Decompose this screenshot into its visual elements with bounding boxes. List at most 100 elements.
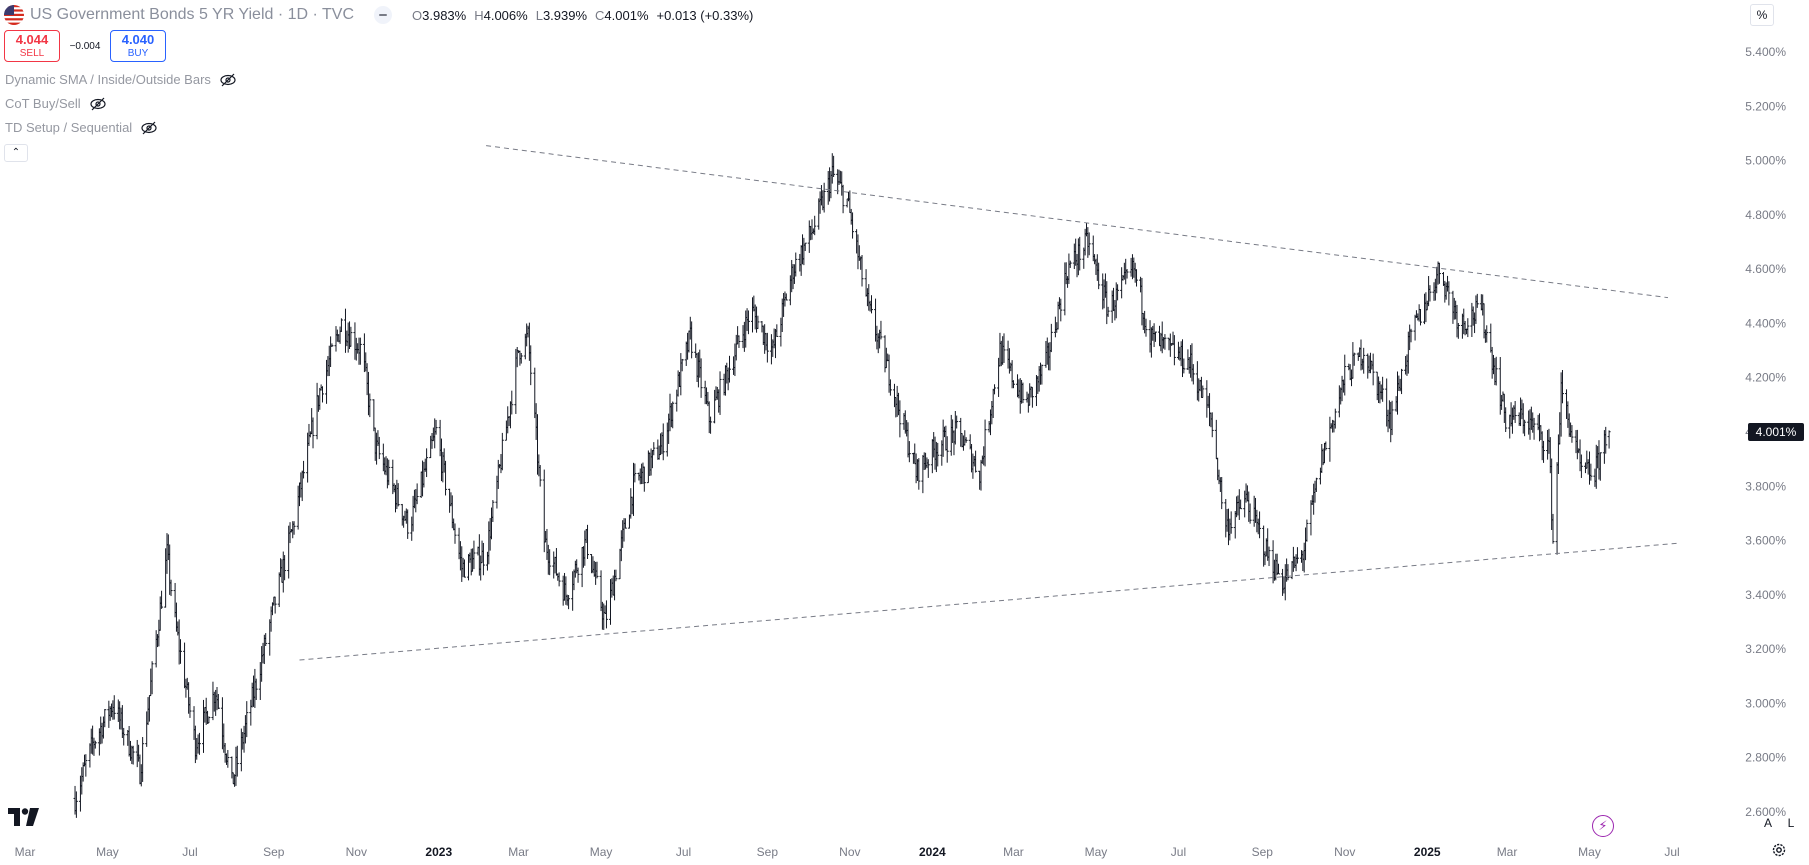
time-axis[interactable]: Mar May Jul Sep Nov 2023 Mar May Jul Sep Nov 2024 Ma… — [15, 845, 1680, 859]
ohlc-bar — [1607, 430, 1611, 449]
ohlc-bar — [330, 343, 334, 347]
ohlc-bar — [728, 355, 732, 383]
eye-off-icon[interactable] — [140, 121, 158, 135]
ohlc-bar — [1210, 412, 1214, 438]
eye-off-icon[interactable] — [219, 73, 237, 87]
ohlc-bar — [1456, 322, 1460, 339]
ohlc-bar — [1579, 454, 1583, 478]
ohlc-bar — [1068, 260, 1072, 268]
ohlc-bar — [1466, 318, 1470, 338]
ohlc-bar — [784, 293, 788, 301]
ohlc-bar — [680, 358, 684, 372]
ohlc-bar — [1049, 323, 1053, 353]
ohlc-bar — [1248, 503, 1252, 524]
ohlc-bar — [936, 442, 940, 467]
ohlc-bar — [462, 559, 466, 578]
high-value: H4.006% — [474, 7, 528, 23]
time-tick-label: Jul — [676, 845, 691, 859]
indicator-dynamic-sma[interactable]: Dynamic SMA / Inside/Outside Bars — [5, 72, 237, 87]
ohlc-bar — [917, 458, 921, 490]
ohlc-bar — [131, 745, 135, 765]
time-tick-label: Nov — [1334, 845, 1355, 859]
ohlc-bar — [1428, 285, 1432, 302]
ohlc-bar — [1021, 382, 1025, 404]
trendline-upper[interactable] — [486, 145, 1669, 299]
gear-icon[interactable] — [1771, 842, 1787, 858]
ohlc-bar — [491, 500, 495, 522]
ohlc-bar — [1267, 546, 1271, 567]
ohlc-bar — [169, 579, 173, 597]
ohlc-bar — [737, 335, 741, 348]
buy-label: BUY — [127, 48, 149, 59]
tradingview-logo-icon[interactable] — [8, 808, 40, 826]
ohlc-bar — [671, 401, 675, 429]
ohlc-bar — [112, 695, 116, 720]
ohlc-bar — [813, 215, 817, 236]
ohlc-bar — [1485, 325, 1489, 343]
ohlc-bar — [1400, 368, 1404, 395]
ohlc-bar — [529, 345, 533, 386]
ohlc-bar — [1201, 385, 1205, 398]
ohlc-bar — [869, 295, 873, 314]
lightning-icon[interactable]: ⚡ — [1592, 815, 1614, 837]
ohlc-bar — [377, 436, 381, 460]
ohlc-bar — [898, 400, 902, 438]
indicator-td-setup[interactable]: TD Setup / Sequential — [5, 120, 158, 135]
collapse-indicators-button[interactable]: ⌃ — [4, 144, 28, 162]
price-tick-label: 2.600% — [1745, 805, 1786, 819]
indicator-label: CoT Buy/Sell — [5, 96, 81, 111]
sell-button[interactable]: 4.044 SELL — [4, 30, 60, 62]
price-tick-label: 5.000% — [1745, 154, 1786, 168]
ohlc-bar — [1555, 462, 1559, 555]
ohlc-bar — [1295, 547, 1299, 564]
ohlc-bar — [1214, 419, 1218, 460]
ohlc-bar — [907, 441, 911, 463]
price-tick-label: 4.400% — [1745, 316, 1786, 330]
price-tick-label: 5.400% — [1745, 45, 1786, 59]
ohlc-bar — [160, 590, 164, 609]
ohlc-bar — [235, 745, 239, 777]
ohlc-bar — [1120, 267, 1124, 299]
ohlc-bar — [103, 708, 107, 728]
ohlc-bar — [1040, 364, 1044, 385]
ohlc-bar — [1352, 352, 1356, 366]
price-axis[interactable]: 5.400% 5.200% 5.000% 4.800% 4.600% 4.400% 4.20… — [1745, 45, 1786, 819]
ohlc-bar — [1413, 314, 1417, 341]
ohlc-bar — [453, 523, 457, 544]
buy-button[interactable]: 4.040 BUY — [110, 30, 166, 62]
ohlc-bar — [216, 694, 220, 710]
ohlc-bar — [945, 436, 949, 463]
ohlc-bar — [1409, 328, 1413, 343]
ohlc-bar — [775, 324, 779, 337]
trendlines[interactable] — [299, 145, 1678, 661]
eye-off-icon[interactable] — [89, 97, 107, 111]
low-value: L3.939% — [535, 7, 588, 23]
current-price-label: 4.001% — [1748, 423, 1804, 441]
price-unit-button[interactable]: % — [1750, 4, 1774, 26]
ohlc-bar — [1125, 268, 1129, 279]
time-tick-label: Nov — [346, 845, 367, 859]
ohlc-bar — [1475, 293, 1479, 308]
ohlc-bar — [311, 417, 315, 449]
ohlc-bar — [709, 416, 713, 434]
ohlc-bar — [1560, 369, 1564, 404]
ohlc-bar — [983, 419, 987, 467]
log-scale-button[interactable]: L — [1787, 816, 1795, 830]
auto-scale-button[interactable]: A — [1763, 816, 1772, 830]
price-tick-label: 3.000% — [1745, 696, 1786, 710]
ohlc-bar — [851, 212, 855, 239]
ohlc-bar — [74, 791, 78, 818]
ohlc-bar — [1381, 376, 1385, 402]
ohlc-bar — [188, 697, 192, 718]
time-tick-label: Mar — [1497, 845, 1518, 859]
trendline-lower[interactable] — [299, 542, 1678, 661]
market-status-icon[interactable] — [374, 6, 392, 24]
ohlc-bar — [150, 661, 154, 695]
ohlc-bar — [207, 716, 211, 724]
indicator-cot[interactable]: CoT Buy/Sell — [5, 96, 107, 111]
ohlc-bar — [1418, 309, 1422, 326]
time-tick-label: 2023 — [425, 845, 452, 859]
symbol-title[interactable]: US Government Bonds 5 YR Yield · 1D · TV… — [30, 6, 354, 23]
price-tick-label: 3.600% — [1745, 534, 1786, 548]
